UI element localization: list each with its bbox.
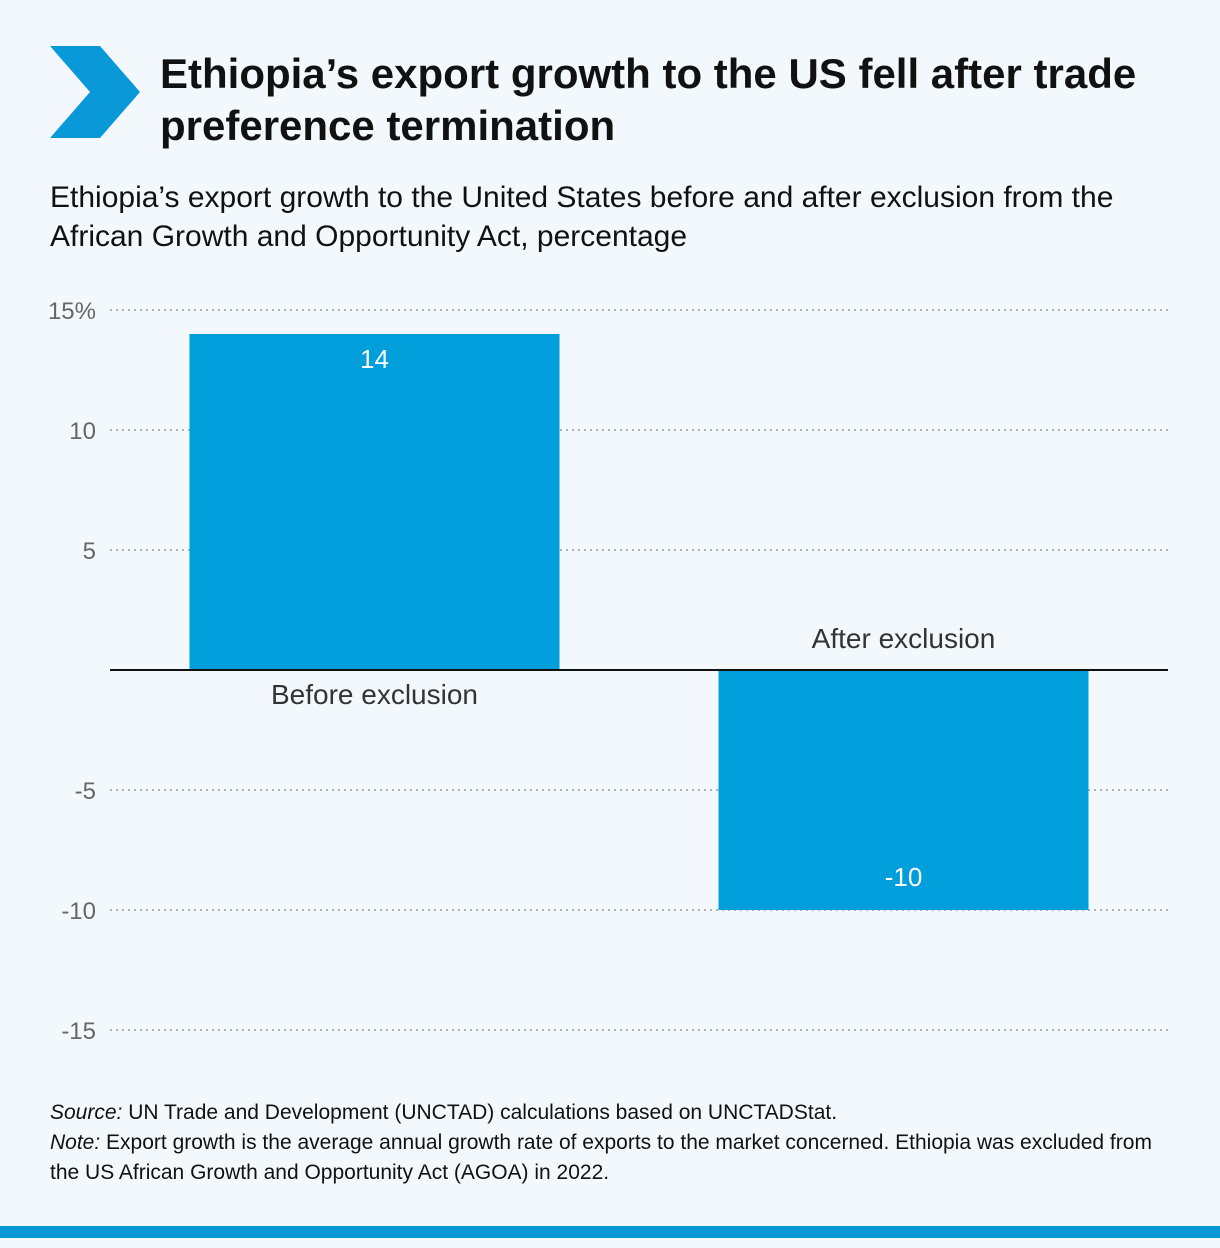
source-line: Source: UN Trade and Development (UNCTAD… <box>50 1098 1170 1128</box>
chevron-shape <box>50 46 140 138</box>
bars <box>189 334 1089 910</box>
y-tick-label: 10 <box>69 418 96 445</box>
source-label: Source: <box>50 1101 123 1124</box>
gridlines <box>110 309 1168 1031</box>
chevron-right-icon <box>50 46 140 138</box>
y-tick-label: 15% <box>48 298 96 325</box>
chart-title: Ethiopia’s export growth to the US fell … <box>160 50 1137 149</box>
y-axis-ticks: 15% 10 5 -5 -10 -15 <box>48 298 96 1045</box>
category-label: Before exclusion <box>271 679 478 710</box>
data-label: -10 <box>885 862 923 892</box>
y-tick-label: -15 <box>61 1018 96 1045</box>
chart-subtitle: Ethiopia’s export growth to the United S… <box>50 181 1114 253</box>
source-text: UN Trade and Development (UNCTAD) calcul… <box>122 1101 838 1124</box>
category-label: After exclusion <box>812 623 996 654</box>
note-text: Export growth is the average annual grow… <box>50 1131 1152 1184</box>
footer-notes: Source: UN Trade and Development (UNCTAD… <box>50 1098 1170 1188</box>
bar <box>718 670 1089 910</box>
note-label: Note: <box>50 1131 101 1154</box>
data-labels: 14 -10 <box>360 344 922 892</box>
y-tick-label: -10 <box>61 898 96 925</box>
category-labels: Before exclusion After exclusion <box>271 623 995 710</box>
bottom-accent-bar <box>0 1226 1220 1238</box>
bar <box>189 334 560 670</box>
note-line: Note: Export growth is the average annua… <box>50 1128 1170 1188</box>
data-label: 14 <box>360 344 389 374</box>
y-tick-label: 5 <box>83 538 96 565</box>
y-tick-label: -5 <box>75 778 96 805</box>
bar-chart: 15% 10 5 -5 -10 -15 Before exclusion After exc… <box>48 298 1168 1045</box>
